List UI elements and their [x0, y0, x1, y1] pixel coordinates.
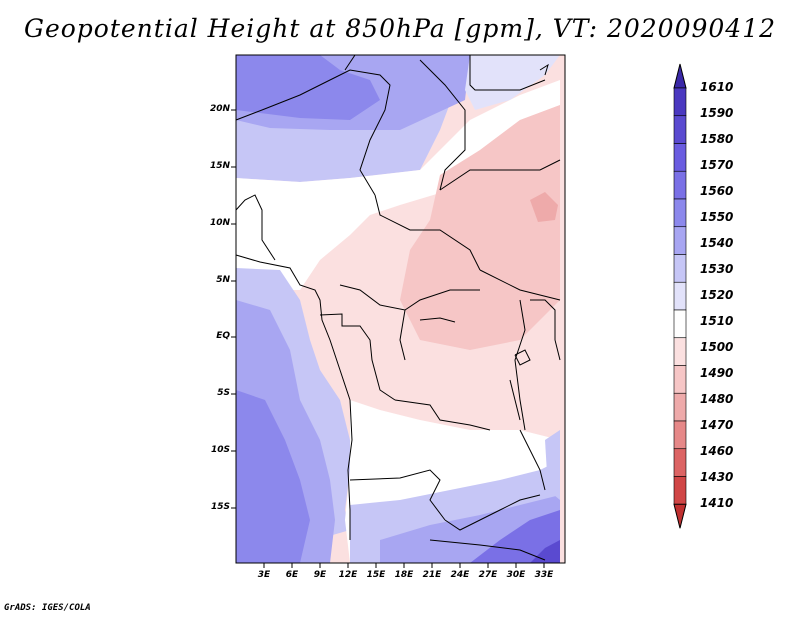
- lat-label: EQ: [216, 331, 230, 341]
- colorbar-label: 1520: [700, 288, 734, 303]
- map-title: Geopotential Height at 850hPa [gpm], VT:…: [23, 14, 777, 43]
- lon-label: 15E: [366, 570, 386, 580]
- lon-label: 12E: [338, 570, 358, 580]
- colorbar-label: 1430: [700, 470, 734, 485]
- lon-label: 33E: [534, 570, 554, 580]
- colorbar-swatch: [673, 115, 687, 144]
- lon-label: 9E: [313, 570, 327, 580]
- lon-label: 30E: [506, 570, 526, 580]
- lat-label: 10S: [210, 445, 230, 455]
- colorbar-label: 1480: [700, 392, 734, 407]
- geopotential-field: [236, 55, 560, 563]
- colorbar-label: 1510: [700, 314, 734, 329]
- colorbar-swatch: [673, 420, 687, 450]
- colorbar-swatch: [673, 448, 687, 477]
- lat-label: 15S: [210, 502, 230, 512]
- colorbar-swatch: [673, 309, 687, 339]
- lat-label: 5S: [217, 388, 230, 398]
- colorbar-swatch: [673, 365, 687, 394]
- colorbar-swatch: [673, 281, 687, 311]
- colorbar-label: 1490: [700, 366, 734, 381]
- lat-ticks: [231, 109, 236, 509]
- colorbar-swatch: [673, 476, 687, 505]
- lon-label: 24E: [450, 570, 470, 580]
- colorbar-label: 1580: [700, 132, 734, 147]
- colorbar-label: 1550: [700, 210, 734, 225]
- colorbar: [673, 63, 687, 529]
- lon-ticks: [263, 563, 545, 568]
- colorbar-bottom-arrow: [673, 503, 687, 529]
- colorbar-swatch: [673, 254, 687, 283]
- lon-label: 3E: [257, 570, 271, 580]
- colorbar-swatch: [673, 198, 687, 228]
- colorbar-swatch: [673, 392, 687, 422]
- colorbar-label: 1410: [700, 496, 734, 511]
- lat-label: 20N: [209, 104, 230, 114]
- colorbar-label: 1540: [700, 236, 734, 251]
- colorbar-label: 1610: [700, 80, 734, 94]
- lon-label: 6E: [285, 570, 299, 580]
- credit-text: GrADS: IGES/COLA: [4, 603, 91, 613]
- colorbar-label: 1460: [700, 444, 734, 459]
- lon-label: 21E: [422, 570, 442, 580]
- lon-label: 27E: [478, 570, 498, 580]
- colorbar-swatch: [673, 226, 687, 255]
- colorbar-label: 1530: [700, 262, 734, 277]
- map-frame: [235, 54, 566, 564]
- colorbar-swatch: [673, 337, 687, 366]
- country-borders: [235, 54, 561, 561]
- colorbar-swatch: [673, 87, 687, 117]
- colorbar-label: 1570: [700, 158, 734, 173]
- colorbar-swatch: [673, 143, 687, 172]
- colorbar-label: 1590: [700, 106, 734, 121]
- lat-label: 10N: [209, 218, 230, 228]
- colorbar-swatch: [673, 170, 687, 200]
- colorbar-top-arrow: [673, 63, 687, 89]
- colorbar-label: 1500: [700, 340, 734, 355]
- lat-label: 15N: [209, 161, 230, 171]
- lat-label: 5N: [216, 275, 230, 285]
- colorbar-label: 1470: [700, 418, 734, 433]
- lon-label: 18E: [394, 570, 414, 580]
- colorbar-label: 1560: [700, 184, 734, 199]
